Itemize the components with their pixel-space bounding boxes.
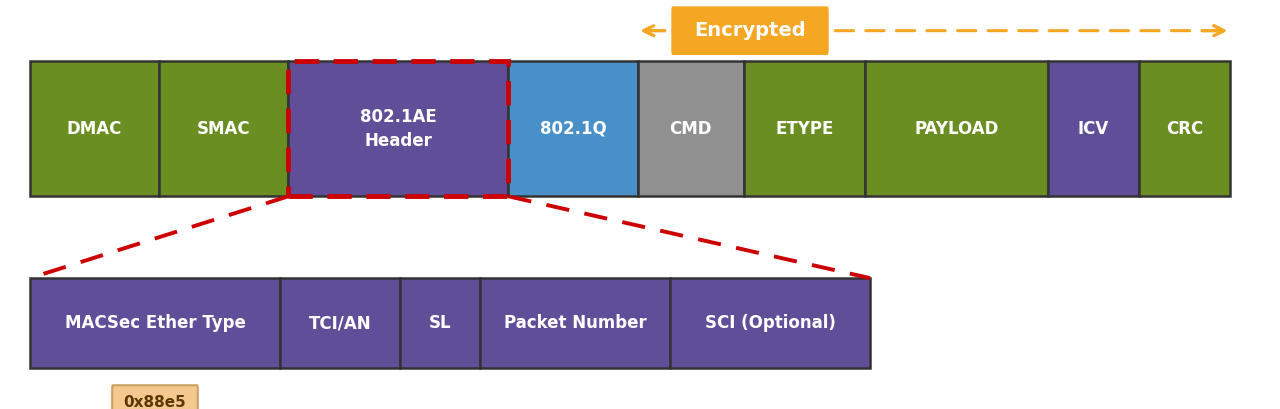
Bar bbox=[744, 61, 865, 196]
Bar bbox=[280, 278, 399, 368]
Text: MACSec Ether Type: MACSec Ether Type bbox=[64, 314, 246, 332]
Text: 802.1Q: 802.1Q bbox=[540, 120, 607, 138]
Bar bbox=[399, 278, 480, 368]
Text: SL: SL bbox=[429, 314, 452, 332]
Text: SMAC: SMAC bbox=[197, 120, 251, 138]
Text: DMAC: DMAC bbox=[67, 120, 123, 138]
Text: 802.1AE
Header: 802.1AE Header bbox=[360, 108, 436, 150]
Bar bbox=[29, 61, 159, 196]
Bar bbox=[508, 61, 637, 196]
Bar bbox=[1139, 61, 1230, 196]
Text: Packet Number: Packet Number bbox=[503, 314, 646, 332]
Text: 0x88e5: 0x88e5 bbox=[124, 396, 187, 409]
Bar bbox=[288, 61, 508, 196]
FancyBboxPatch shape bbox=[113, 385, 198, 409]
Text: ICV: ICV bbox=[1078, 120, 1108, 138]
Text: ETYPE: ETYPE bbox=[776, 120, 833, 138]
Text: CMD: CMD bbox=[669, 120, 712, 138]
Bar bbox=[159, 61, 288, 196]
Text: CRC: CRC bbox=[1166, 120, 1203, 138]
Bar bbox=[669, 278, 870, 368]
Text: TCI/AN: TCI/AN bbox=[308, 314, 371, 332]
Text: SCI (Optional): SCI (Optional) bbox=[704, 314, 836, 332]
Bar bbox=[29, 278, 280, 368]
Text: PAYLOAD: PAYLOAD bbox=[914, 120, 998, 138]
FancyBboxPatch shape bbox=[671, 6, 828, 55]
Bar bbox=[637, 61, 744, 196]
Bar bbox=[865, 61, 1048, 196]
Bar bbox=[288, 61, 508, 196]
Bar bbox=[480, 278, 669, 368]
Text: Encrypted: Encrypted bbox=[694, 21, 806, 40]
Bar bbox=[1048, 61, 1139, 196]
